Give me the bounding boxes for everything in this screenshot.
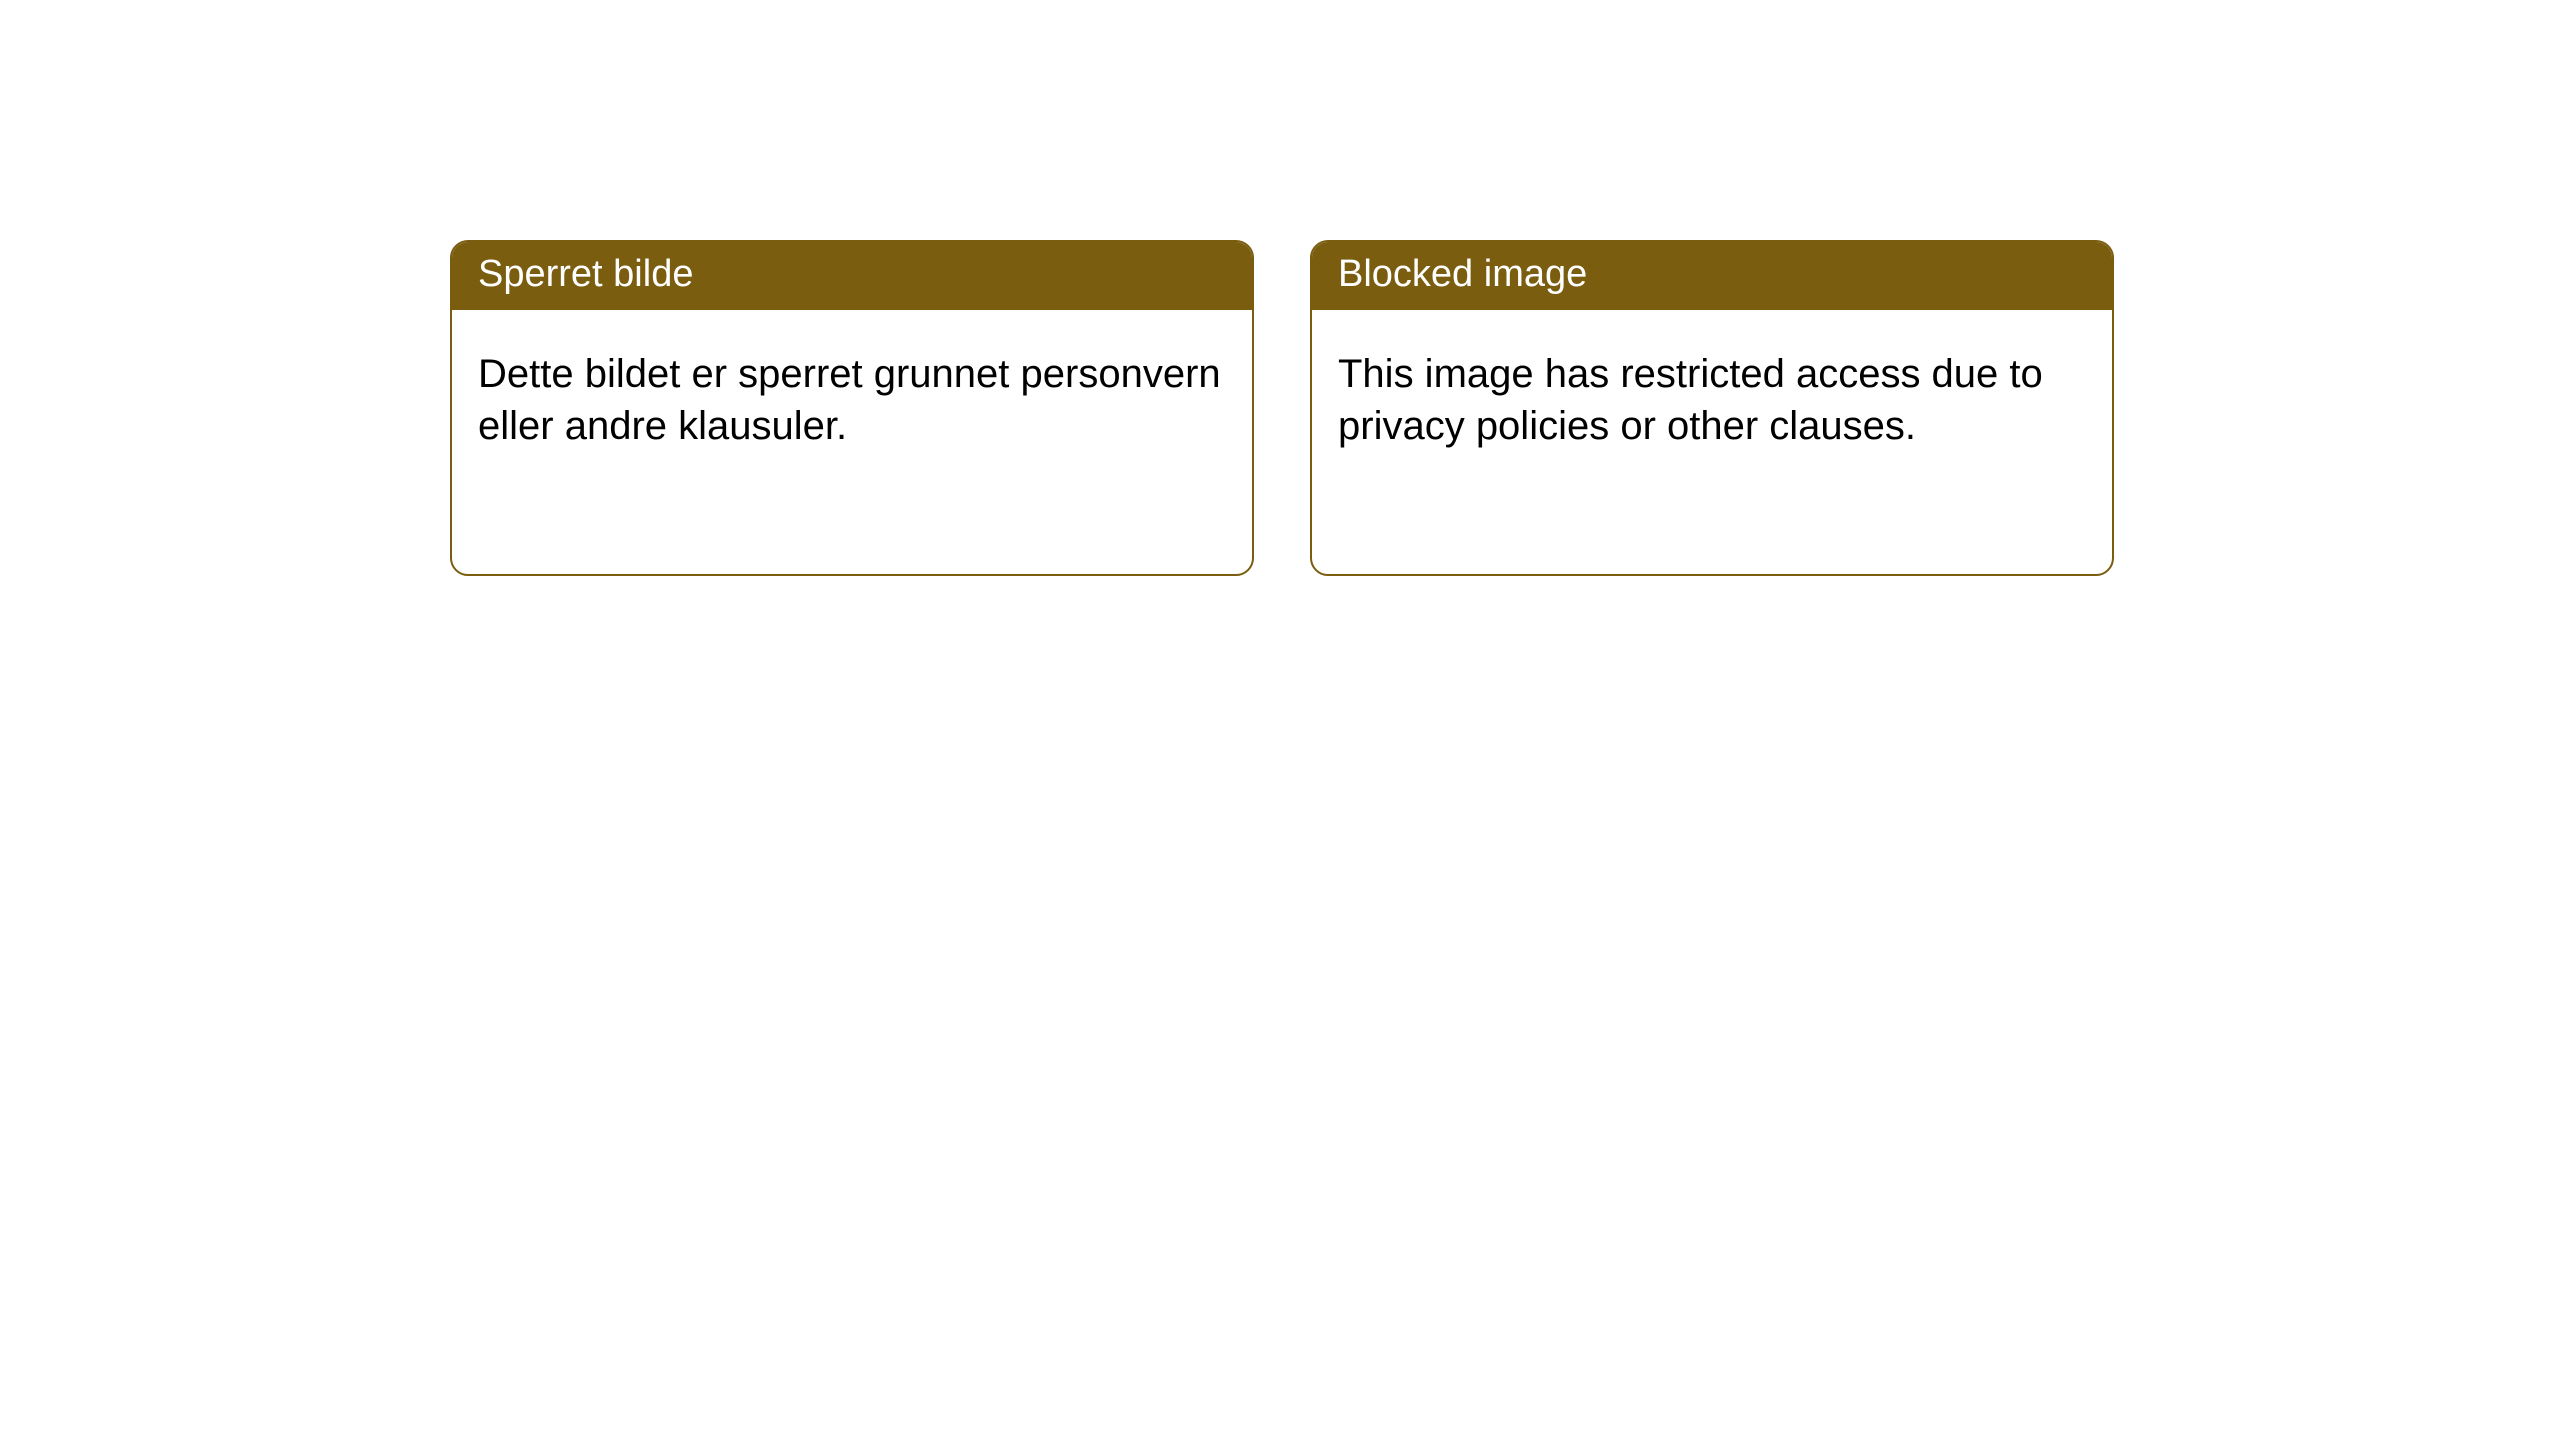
notice-card-norwegian: Sperret bilde Dette bildet er sperret gr… [450, 240, 1254, 576]
notice-card-english: Blocked image This image has restricted … [1310, 240, 2114, 576]
notice-title-norwegian: Sperret bilde [452, 242, 1252, 310]
notice-title-english: Blocked image [1312, 242, 2112, 310]
notice-message-norwegian: Dette bildet er sperret grunnet personve… [452, 310, 1252, 472]
notice-message-english: This image has restricted access due to … [1312, 310, 2112, 472]
notice-container: Sperret bilde Dette bildet er sperret gr… [0, 0, 2560, 576]
